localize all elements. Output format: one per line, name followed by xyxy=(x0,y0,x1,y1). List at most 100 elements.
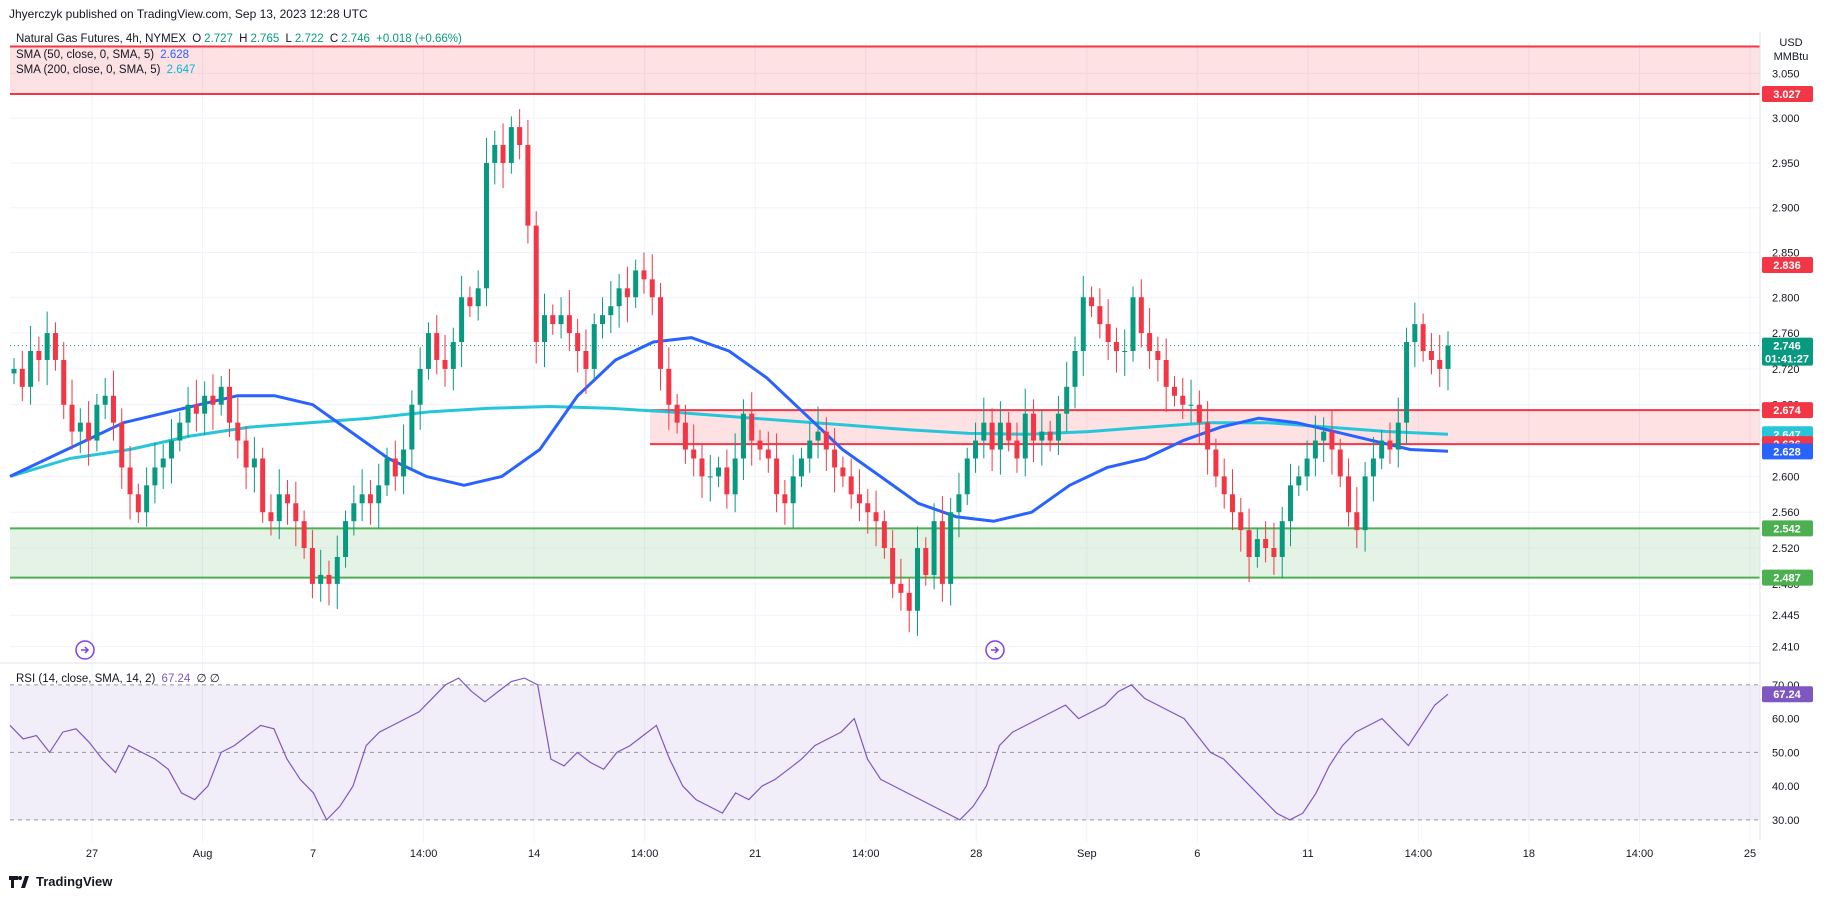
candle-body xyxy=(384,458,390,486)
candle-body xyxy=(409,404,415,450)
candle-body xyxy=(1370,458,1376,477)
candle-body xyxy=(757,440,763,450)
y-tick-label: 2.760 xyxy=(1772,328,1800,340)
candle-body xyxy=(168,440,174,459)
y-tick-label: 3.050 xyxy=(1772,68,1800,80)
candle-body xyxy=(1130,297,1136,351)
x-tick-label: 14:00 xyxy=(410,848,438,860)
candle-body xyxy=(227,386,233,423)
candle-body xyxy=(475,288,481,307)
candle-body xyxy=(641,270,647,280)
candle-body xyxy=(989,422,995,450)
candle-body xyxy=(873,512,879,522)
candle-body xyxy=(1279,521,1285,557)
x-tick-label: 18 xyxy=(1523,848,1535,860)
x-tick-label: 14:00 xyxy=(852,848,880,860)
candle-body xyxy=(600,315,606,325)
candle-body xyxy=(1395,422,1401,450)
candle-body xyxy=(1296,476,1302,486)
candle-body xyxy=(915,548,921,611)
event-marker-icon xyxy=(985,640,1005,660)
tradingview-logo[interactable]: TradingView xyxy=(9,874,112,889)
x-tick-label: 14 xyxy=(528,848,540,860)
candle-body xyxy=(442,359,448,369)
y-tick-label: 2.800 xyxy=(1772,292,1800,304)
candle-body xyxy=(1205,422,1211,450)
rsi-tick-label: 50.00 xyxy=(1772,747,1800,759)
candle-body xyxy=(1097,306,1103,325)
candle-body xyxy=(127,467,133,495)
x-tick-label: 25 xyxy=(1744,848,1756,860)
candle-body xyxy=(351,503,357,522)
y-tick-label: 2.560 xyxy=(1772,507,1800,519)
candle-body xyxy=(285,494,291,504)
countdown-label: 01:41:27 xyxy=(1765,354,1809,366)
price-badge xyxy=(1762,443,1813,460)
candle-body xyxy=(492,145,498,163)
candle-body xyxy=(798,458,804,477)
rsi-legend: RSI (14, close, SMA, 14, 2) 67.24 ∅ ∅ xyxy=(16,671,223,685)
candle-body xyxy=(981,422,987,441)
candle-body xyxy=(1254,539,1260,557)
candle-body xyxy=(1263,539,1269,549)
candle-body xyxy=(948,512,954,584)
low-label: L xyxy=(285,33,292,45)
candle-body xyxy=(890,548,896,584)
candle-body xyxy=(392,458,398,477)
candle-body xyxy=(1304,458,1310,477)
candle-body xyxy=(367,494,373,504)
price-badge xyxy=(1762,257,1813,274)
close-value: 2.746 xyxy=(341,33,370,45)
x-tick-label: Sep xyxy=(1077,848,1097,860)
candle-body xyxy=(144,485,150,513)
candle-body xyxy=(177,422,183,441)
candle-body xyxy=(1113,342,1119,351)
candle-body xyxy=(326,574,332,584)
candle-body xyxy=(674,404,680,423)
candle-body xyxy=(1221,476,1227,495)
rsi-badge xyxy=(1762,686,1813,703)
candle-body xyxy=(69,404,75,432)
price-badge-label: 2.674 xyxy=(1773,405,1801,417)
price-badge xyxy=(1762,85,1813,102)
candle-body xyxy=(218,386,224,405)
rsi-tick-label: 40.00 xyxy=(1772,781,1800,793)
candle-body xyxy=(699,458,705,477)
candle-body xyxy=(276,494,282,522)
candle-body xyxy=(840,467,846,477)
price-badge xyxy=(1762,520,1813,537)
x-tick-label: 6 xyxy=(1194,848,1200,860)
candle-body xyxy=(119,422,125,468)
change-value: +0.018 (+0.66%) xyxy=(376,33,462,45)
event-arrow-icon xyxy=(991,646,1000,654)
candle-body xyxy=(1180,395,1186,405)
low-value: 2.722 xyxy=(294,33,324,45)
candle-body xyxy=(583,351,589,369)
candle-body xyxy=(575,333,581,351)
close-label: C xyxy=(329,33,339,45)
candle-body xyxy=(1155,351,1161,360)
candle-body xyxy=(1420,324,1426,351)
candle-body xyxy=(334,557,340,584)
candle-body xyxy=(1022,413,1028,459)
candle-body xyxy=(343,521,349,557)
x-tick-label: 7 xyxy=(310,848,316,860)
resistance-zone xyxy=(10,46,1760,94)
candle-body xyxy=(417,368,423,405)
candle-body xyxy=(1229,494,1235,513)
candle-body xyxy=(1329,431,1335,450)
candle-body xyxy=(691,449,697,459)
candle-body xyxy=(1031,413,1037,441)
candle-body xyxy=(1122,351,1128,352)
rsi-badge-label: 67.24 xyxy=(1773,689,1801,701)
rsi-label: RSI (14, close, SMA, 14, 2) xyxy=(16,673,156,685)
candle-body xyxy=(508,127,514,163)
y-tick-label: 2.445 xyxy=(1772,610,1800,622)
y-tick-label: 2.410 xyxy=(1772,642,1800,654)
currency-unit[interactable]: USD MMBtu xyxy=(1765,36,1817,64)
candle-body xyxy=(467,297,473,307)
candle-body xyxy=(1072,351,1078,387)
candle-body xyxy=(782,494,788,504)
currency-label: USD xyxy=(1779,37,1803,49)
